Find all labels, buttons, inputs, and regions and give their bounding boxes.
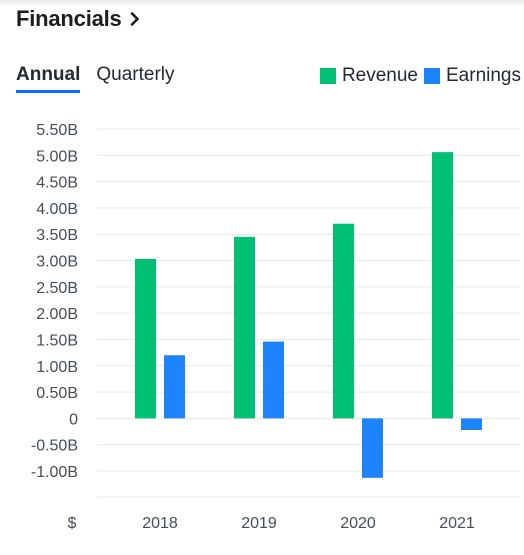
bar-revenue-2020 — [333, 223, 354, 419]
y-tick-label: 0.50B — [36, 385, 78, 402]
y-tick-label: -1.00B — [31, 464, 78, 481]
y-tick-label: 4.50B — [36, 175, 78, 192]
x-tick-label: 2020 — [340, 515, 376, 532]
bar-earnings-2019 — [263, 341, 284, 419]
x-tick-label: 2018 — [142, 515, 178, 532]
section-title: Financials — [16, 6, 122, 31]
y-tick-label: 3.00B — [36, 254, 78, 271]
bar-revenue-2021 — [432, 152, 453, 419]
currency-label: $ — [68, 515, 77, 532]
x-tick-label: 2019 — [241, 515, 277, 532]
legend-label-revenue: Revenue — [341, 65, 418, 86]
chevron-right-icon — [130, 11, 140, 31]
y-tick-label: 1.00B — [36, 359, 78, 376]
x-tick-label: 2021 — [439, 515, 475, 532]
financials-header-link[interactable]: Financials — [16, 6, 140, 32]
period-tabs: Annual Quarterly — [16, 64, 175, 93]
bar-revenue-2018 — [135, 258, 156, 419]
y-tick-label: 5.50B — [36, 122, 78, 139]
y-tick-label: -0.50B — [31, 438, 78, 455]
y-tick-label: 4.00B — [36, 201, 78, 218]
bar-earnings-2020 — [362, 418, 383, 478]
y-tick-label: 2.00B — [36, 306, 78, 323]
bar-revenue-2019 — [234, 236, 255, 419]
legend-item-earnings: Earnings — [424, 65, 521, 87]
y-tick-label: 5.00B — [36, 148, 78, 165]
y-tick-label: 0 — [69, 411, 78, 428]
chart-legend: Revenue Earnings — [319, 65, 521, 87]
legend-label-earnings: Earnings — [446, 65, 521, 86]
y-tick-label: 1.50B — [36, 332, 78, 349]
legend-item-revenue: Revenue — [319, 65, 418, 87]
y-tick-label: 2.50B — [36, 280, 78, 297]
tab-quarterly[interactable]: Quarterly — [96, 64, 175, 85]
tab-annual[interactable]: Annual — [16, 64, 81, 93]
bar-earnings-2021 — [461, 418, 482, 430]
legend-swatch-revenue — [319, 68, 336, 84]
top-divider — [0, 0, 524, 6]
legend-swatch-earnings — [424, 68, 440, 84]
y-tick-label: 3.50B — [36, 227, 78, 244]
bar-earnings-2018 — [164, 355, 185, 419]
